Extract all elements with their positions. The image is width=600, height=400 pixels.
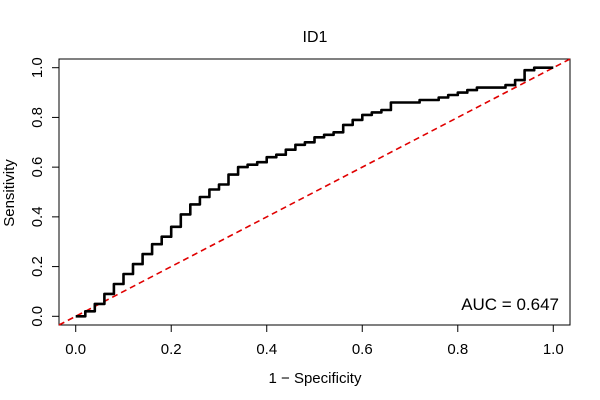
x-tick-label: 0.6 — [352, 341, 373, 358]
y-tick-label: 0.0 — [29, 306, 46, 327]
y-tick-label: 0.4 — [29, 206, 46, 227]
auc-annotation: AUC = 0.647 — [461, 295, 559, 314]
y-tick-label: 0.8 — [29, 107, 46, 128]
x-tick-label: 0.8 — [447, 341, 468, 358]
x-axis: 0.0 0.2 0.4 0.6 0.8 1.0 — [65, 324, 564, 358]
reference-line-group — [58, 58, 571, 326]
x-tick-label: 0.0 — [65, 341, 86, 358]
roc-curve-group — [75, 66, 554, 318]
y-tick-label: 1.0 — [29, 57, 46, 78]
x-tick-label: 1.0 — [543, 341, 564, 358]
x-tick-label: 0.4 — [256, 341, 277, 358]
x-tick-label: 0.2 — [161, 341, 182, 358]
y-axis: 0.0 0.2 0.4 0.6 0.8 1.0 — [29, 57, 60, 327]
y-tick-label: 0.6 — [29, 157, 46, 178]
reference-diagonal-line — [58, 58, 571, 326]
roc-curve-line — [75, 66, 554, 318]
x-axis-title: 1 − Specificity — [269, 370, 362, 387]
y-axis-title: Sensitivity — [1, 159, 18, 227]
y-tick-label: 0.2 — [29, 256, 46, 277]
chart-title: ID1 — [303, 29, 328, 46]
